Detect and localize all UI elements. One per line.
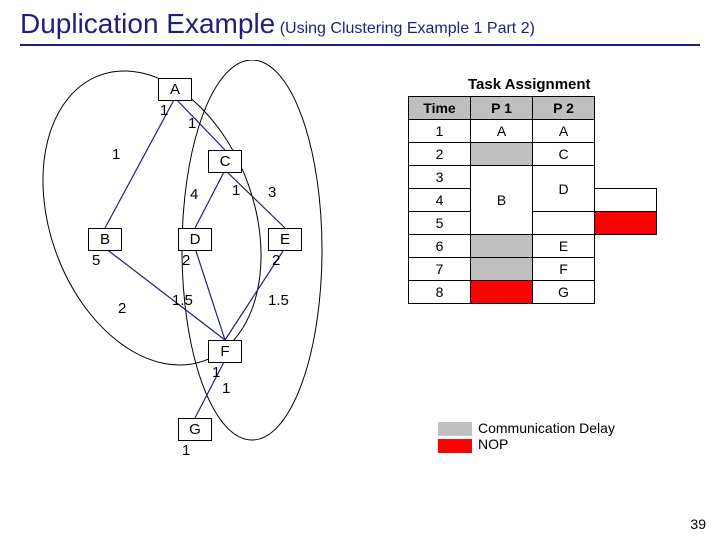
node-a: A	[158, 78, 192, 101]
legend: Communication DelayNOP	[438, 420, 615, 453]
graph-svg	[30, 60, 370, 520]
table-header: P 1	[471, 97, 533, 120]
title-bar: Duplication Example (Using Clustering Ex…	[20, 8, 700, 46]
node-b: B	[88, 228, 122, 251]
edge-weight: 1.5	[268, 292, 289, 309]
cell	[471, 143, 533, 166]
cell: E	[533, 235, 595, 258]
node-e: E	[268, 228, 302, 251]
cell	[471, 235, 533, 258]
node-weight: 1	[160, 102, 168, 119]
cell: D	[533, 166, 595, 212]
node-weight: 1	[182, 442, 190, 459]
table-row: 3BD	[409, 166, 657, 189]
table-row: 5	[409, 212, 657, 235]
table-row: 7F	[409, 258, 657, 281]
edge-weight: 1	[188, 115, 196, 132]
table-row: 8G	[409, 281, 657, 304]
legend-item: NOP	[438, 436, 615, 452]
cell	[471, 258, 533, 281]
node-weight: 2	[272, 252, 280, 269]
cell	[471, 281, 533, 304]
node-f: F	[208, 340, 242, 363]
edge-weight: 1.5	[172, 292, 193, 309]
legend-swatch	[438, 439, 472, 453]
edge-weight: 1	[222, 380, 230, 397]
table-header: Time	[409, 97, 471, 120]
title-main: Duplication Example	[20, 8, 275, 39]
time-cell: 4	[409, 189, 471, 212]
cell: F	[533, 258, 595, 281]
node-weight: 1	[212, 364, 220, 381]
edge-weight: 1	[112, 146, 120, 163]
node-weight: 5	[92, 252, 100, 269]
edge-weight: 3	[268, 184, 276, 201]
legend-item: Communication Delay	[438, 420, 615, 436]
graph-area: ACBDEFG114321.51.511152211	[30, 60, 370, 520]
table-row: 1AA	[409, 120, 657, 143]
time-cell: 8	[409, 281, 471, 304]
legend-label: NOP	[478, 436, 508, 452]
edge-weight: 4	[190, 186, 198, 203]
legend-label: Communication Delay	[478, 420, 615, 436]
task-assignment-table: TimeP 1P 21AA2C3BD456E7F8G	[408, 96, 657, 304]
time-cell: 6	[409, 235, 471, 258]
table-row: 2C	[409, 143, 657, 166]
time-cell: 7	[409, 258, 471, 281]
slide-number: 39	[690, 516, 706, 532]
title-rule	[20, 44, 700, 46]
time-cell: 3	[409, 166, 471, 189]
node-weight: 2	[182, 252, 190, 269]
node-g: G	[178, 418, 212, 441]
cell	[595, 189, 657, 212]
table-header: P 2	[533, 97, 595, 120]
node-c: C	[208, 150, 242, 173]
cell: C	[533, 143, 595, 166]
legend-swatch	[438, 422, 472, 436]
edge-weight: 1	[232, 182, 240, 199]
time-cell: 5	[409, 212, 471, 235]
table-title: Task Assignment	[468, 76, 591, 93]
cell: G	[533, 281, 595, 304]
cell	[533, 212, 595, 235]
cell: B	[471, 166, 533, 235]
cell	[595, 212, 657, 235]
cell: A	[533, 120, 595, 143]
time-cell: 1	[409, 120, 471, 143]
time-cell: 2	[409, 143, 471, 166]
node-d: D	[178, 228, 212, 251]
table-row: 6E	[409, 235, 657, 258]
cell: A	[471, 120, 533, 143]
edge-weight: 2	[118, 300, 126, 317]
title-sub: (Using Clustering Example 1 Part 2)	[280, 20, 535, 37]
